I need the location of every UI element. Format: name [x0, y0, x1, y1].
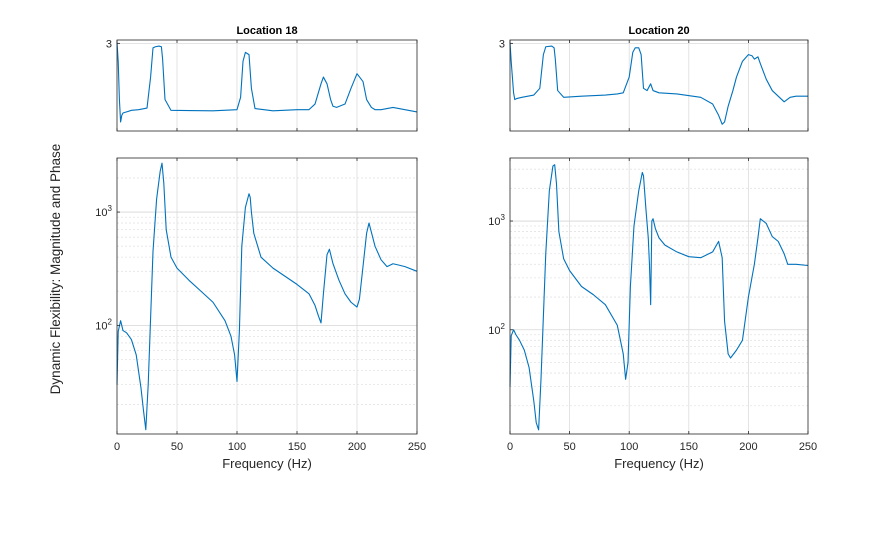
panel-1-axes-frame [116, 39, 418, 132]
figure-ylabel: Dynamic Flexibility: Magnitude and Phase [48, 144, 63, 395]
panel-3-series-line-0 [509, 42, 808, 125]
panel-2-xtick-label-3: 150 [288, 441, 306, 453]
panel-2-xtick-label-1: 50 [171, 441, 183, 453]
panel-4-series-line-0 [509, 164, 809, 431]
panel-4-ytick-label-0: 102 [488, 322, 505, 337]
panel-3-ytick-label-0: 3 [499, 38, 505, 50]
panel-4-xlabel: Frequency (Hz) [614, 456, 704, 471]
panel-3-plot-area [510, 40, 808, 131]
panel-4-axes-frame [509, 157, 809, 435]
panel-2-xtick-label-4: 200 [348, 441, 366, 453]
panel-2-magnitude: 102 103 0 50 100 150 200 250 Frequency (Hz) [95, 157, 426, 471]
panel-4-xtick-label-2: 100 [620, 441, 638, 453]
panel-4-xtick-label-5: 250 [799, 441, 817, 453]
panel-2-plot-area [117, 158, 417, 434]
panel-4-magnitude: 102 103 0 50 100 150 200 250 Frequency (Hz) [488, 157, 817, 471]
panel-4-plot-area [510, 158, 808, 434]
panel-1-ytick-label-0: 3 [106, 38, 112, 50]
panel-1-plot-area [117, 40, 417, 131]
panel-4-xtick-label-0: 0 [507, 441, 513, 453]
panel-2-xtick-label-5: 250 [408, 441, 426, 453]
panel-4-xtick-label-3: 150 [680, 441, 698, 453]
panel-2-ytick-label-1: 103 [95, 204, 112, 219]
panel-3-title: Location 20 [628, 25, 689, 37]
panel-1-series-line-0 [116, 42, 418, 123]
panel-3-phase: 3 Location 20 [499, 25, 809, 132]
panel-2-axes-frame [116, 157, 418, 435]
panel-3-axes-frame [509, 39, 809, 132]
panel-4-xtick-label-1: 50 [563, 441, 575, 453]
panel-1-phase: 3 Location 18 [106, 25, 418, 132]
panel-4-xtick-label-4: 200 [739, 441, 757, 453]
panel-4-ytick-label-1: 103 [488, 213, 505, 228]
panels: 3 Location 18 102 103 0 50 100 150 200 250 Frequen… [95, 25, 817, 471]
panel-2-series-line-0 [116, 162, 418, 431]
panel-2-ytick-label-0: 102 [95, 317, 112, 332]
panel-2-xtick-label-0: 0 [114, 441, 120, 453]
panel-2-xlabel: Frequency (Hz) [222, 456, 312, 471]
panel-1-title: Location 18 [236, 25, 297, 37]
panel-2-xtick-label-2: 100 [228, 441, 246, 453]
